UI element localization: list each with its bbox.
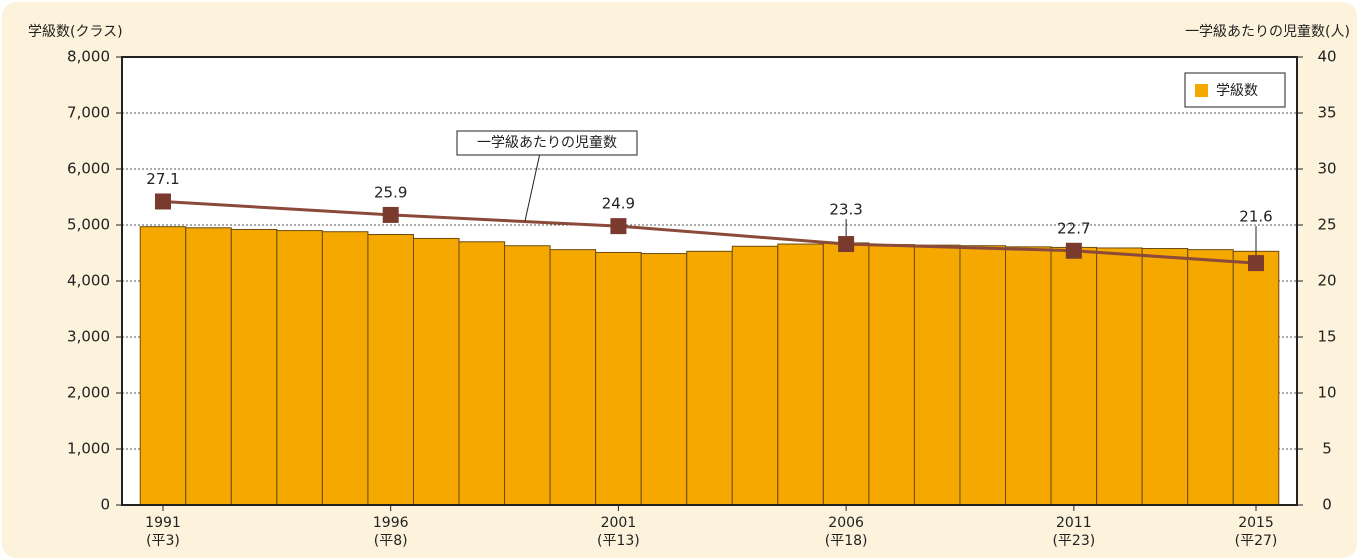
bar bbox=[822, 242, 870, 506]
x-tick-sublabel: (平27) bbox=[1235, 533, 1278, 549]
x-tick-label: 2011 bbox=[1056, 515, 1092, 531]
bar bbox=[504, 245, 551, 506]
y-tick-label: 7,000 bbox=[67, 104, 110, 122]
bar bbox=[185, 227, 232, 506]
bar bbox=[640, 253, 688, 506]
y2-axis-title: 一学級あたりの児童数(人) bbox=[1185, 23, 1350, 40]
x-tick-sublabel: (平8) bbox=[374, 533, 408, 549]
x-tick-sublabel: (平13) bbox=[597, 533, 640, 549]
y-tick-label: 0 bbox=[100, 496, 110, 514]
bar bbox=[686, 250, 733, 506]
bar bbox=[549, 249, 597, 506]
line bbox=[162, 199, 1257, 265]
bar bbox=[276, 230, 323, 506]
marker bbox=[1065, 242, 1082, 259]
bar bbox=[595, 251, 642, 506]
bar bbox=[412, 237, 460, 506]
marker bbox=[154, 193, 171, 210]
bar bbox=[1005, 246, 1052, 506]
y-axis-title: 学級数(クラス) bbox=[28, 24, 123, 40]
bar bbox=[139, 226, 187, 506]
bar bbox=[731, 245, 779, 506]
bar bbox=[1050, 246, 1098, 506]
bar bbox=[1187, 249, 1234, 506]
data-label: 22.7 bbox=[1057, 219, 1090, 237]
bar bbox=[1232, 250, 1280, 506]
x-tick-sublabel: (平23) bbox=[1052, 533, 1095, 549]
y-tick-label: 4,000 bbox=[67, 272, 110, 290]
bar bbox=[1096, 247, 1143, 506]
y2-tick-label: 25 bbox=[1317, 216, 1336, 234]
bar bbox=[321, 231, 369, 506]
x-tick-label: 1991 bbox=[145, 515, 181, 531]
y2-tick-label: 30 bbox=[1317, 160, 1336, 178]
y-tick-label: 2,000 bbox=[67, 384, 110, 402]
x-tick-sublabel: (平3) bbox=[146, 533, 180, 549]
y2-tick-label: 5 bbox=[1322, 440, 1332, 458]
marker bbox=[1248, 255, 1265, 272]
bar bbox=[1141, 248, 1189, 506]
y2-tick-label: 15 bbox=[1317, 328, 1336, 346]
y2-tick-label: 10 bbox=[1317, 384, 1336, 402]
annotation-box bbox=[456, 130, 638, 156]
data-label: 23.3 bbox=[829, 201, 862, 219]
marker bbox=[382, 206, 399, 223]
annotation: 一学級あたりの児童数 bbox=[477, 134, 617, 151]
bar bbox=[458, 241, 506, 506]
legend-swatch bbox=[1195, 84, 1208, 97]
legend-label: 学級数 bbox=[1216, 83, 1258, 99]
x-tick-label: 1996 bbox=[373, 515, 409, 531]
y2-tick-label: 40 bbox=[1317, 48, 1336, 66]
data-label: 21.6 bbox=[1239, 208, 1272, 226]
marker bbox=[610, 218, 627, 235]
y-tick-label: 1,000 bbox=[67, 440, 110, 458]
bar bbox=[913, 244, 961, 506]
x-tick-sublabel: (平18) bbox=[825, 533, 868, 549]
y2-tick-label: 0 bbox=[1322, 496, 1332, 514]
bar bbox=[868, 244, 915, 506]
bar bbox=[959, 245, 1007, 506]
bar bbox=[367, 234, 414, 506]
y-tick-label: 8,000 bbox=[67, 48, 110, 66]
annotation-leader bbox=[524, 152, 541, 222]
y2-tick-label: 35 bbox=[1317, 104, 1336, 122]
plot-frame bbox=[121, 56, 1298, 506]
data-label: 24.9 bbox=[602, 195, 635, 213]
bar bbox=[777, 243, 824, 506]
y2-tick-label: 20 bbox=[1317, 272, 1336, 290]
y-tick-label: 6,000 bbox=[67, 160, 110, 178]
y-tick-label: 5,000 bbox=[67, 216, 110, 234]
x-tick-label: 2001 bbox=[601, 515, 637, 531]
marker bbox=[838, 236, 855, 253]
data-label: 27.1 bbox=[146, 170, 179, 188]
bar bbox=[230, 228, 278, 506]
x-tick-label: 2006 bbox=[828, 515, 864, 531]
x-tick-label: 2015 bbox=[1238, 515, 1274, 531]
y-tick-label: 3,000 bbox=[67, 328, 110, 346]
data-label: 25.9 bbox=[374, 183, 407, 201]
